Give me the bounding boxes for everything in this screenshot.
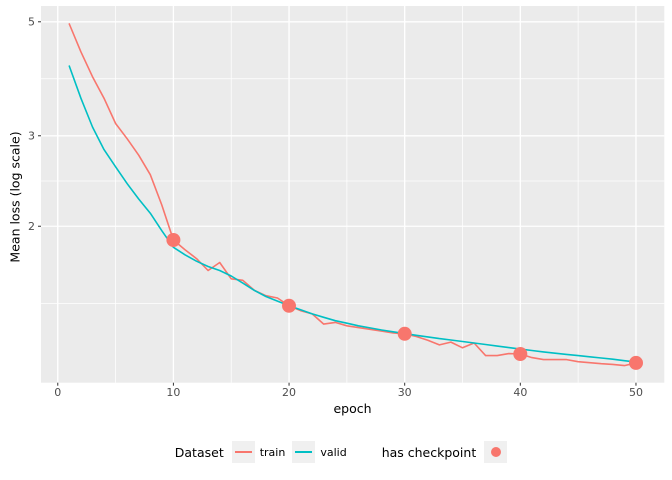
y-tick-label: 2: [28, 220, 35, 233]
x-tick-label: 50: [629, 386, 643, 399]
series-line-valid: [68, 65, 637, 363]
checkpoint-points: [166, 233, 643, 370]
checkpoint-point: [282, 298, 296, 313]
legend-label-valid: valid: [320, 445, 347, 459]
train-line-swatch-icon: [234, 451, 252, 453]
x-tick-label: 10: [166, 386, 180, 399]
legend-key-valid: [292, 441, 316, 463]
x-tick-label: 0: [54, 386, 61, 399]
checkpoint-point: [397, 326, 412, 341]
panel-background: [41, 6, 665, 383]
y-tick-label: 3: [28, 130, 35, 143]
checkpoint-dot-swatch-icon: [490, 447, 501, 457]
y-tick-label: 5: [28, 16, 35, 29]
legend-key-train: [231, 441, 255, 463]
checkpoint-point: [513, 347, 528, 361]
legend: Dataset train valid has checkpoint: [0, 441, 672, 463]
y-axis-title: Mean loss (log scale): [7, 131, 23, 263]
minor-gridlines: [41, 6, 665, 383]
series-line-train: [68, 23, 637, 367]
legend-checkpoint-title: has checkpoint: [381, 444, 477, 460]
legend-key-checkpoint: [484, 441, 508, 463]
x-axis-title: epoch: [333, 401, 372, 416]
checkpoint-point: [629, 355, 643, 370]
checkpoint-point: [166, 233, 181, 247]
x-tick-label: 20: [282, 386, 296, 399]
major-gridlines: [41, 6, 665, 383]
x-tick-label: 40: [513, 386, 527, 399]
legend-dataset-title: Dataset: [174, 444, 224, 460]
axis-ticks: 0 10 20 30 40 50 5 3 2: [28, 16, 643, 400]
x-tick-label: 30: [398, 386, 412, 399]
valid-line-swatch-icon: [295, 451, 313, 453]
legend-label-train: train: [259, 445, 286, 459]
